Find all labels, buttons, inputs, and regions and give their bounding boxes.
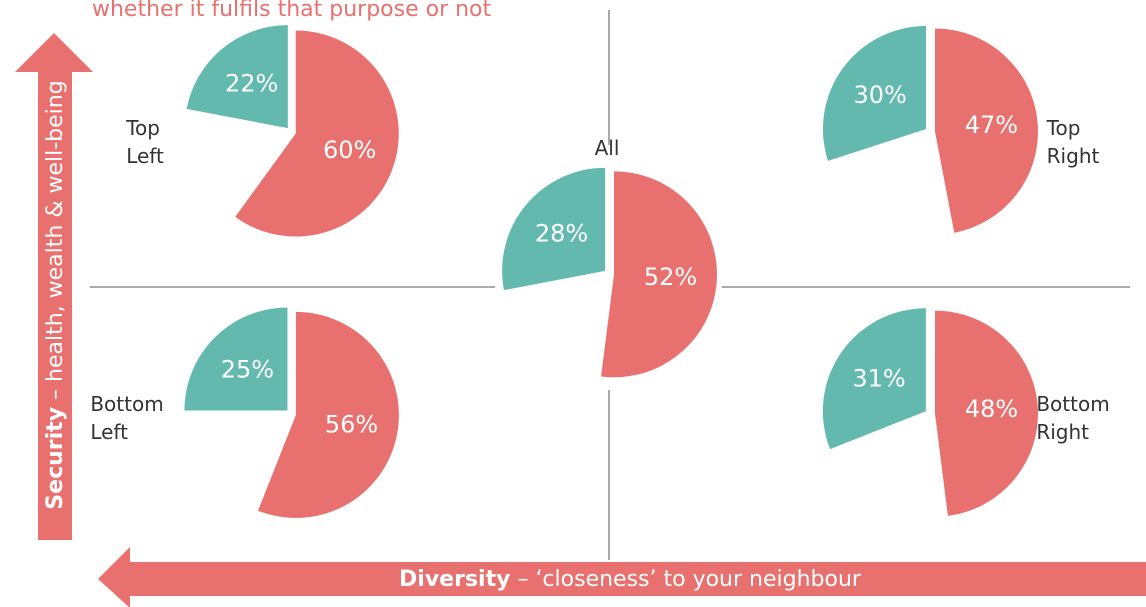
pie-title: Top Right bbox=[1046, 116, 1100, 168]
pie-slice bbox=[934, 310, 1038, 516]
value-label: 56% bbox=[325, 411, 378, 439]
x-axis-label-rest: – ‘closeness’ to your neighbour bbox=[510, 567, 861, 592]
pie-slice bbox=[822, 308, 926, 450]
pie-title: Top Left bbox=[126, 116, 164, 168]
value-label: 30% bbox=[853, 81, 906, 109]
pie-slice bbox=[184, 307, 288, 411]
y-arrow bbox=[15, 33, 93, 540]
pie-slice bbox=[235, 30, 399, 237]
pie-slice bbox=[822, 26, 926, 161]
value-label: 60% bbox=[323, 136, 376, 164]
pie-title: All bbox=[594, 136, 620, 160]
y-axis-label-bold: Security bbox=[43, 407, 68, 510]
pie-slice bbox=[502, 167, 606, 291]
value-label: 28% bbox=[535, 220, 588, 248]
value-label: 52% bbox=[644, 263, 697, 291]
pie-title: Bottom Right bbox=[1036, 392, 1110, 444]
subtitle: whether it fulfils that purpose or not bbox=[92, 0, 492, 22]
value-label: 22% bbox=[225, 69, 278, 97]
pie-slice bbox=[257, 311, 399, 518]
x-arrow bbox=[98, 547, 1146, 607]
value-label: 25% bbox=[221, 355, 274, 383]
pie-title: Bottom Left bbox=[90, 392, 164, 444]
y-axis-label-rest: – health, wealth & well-being bbox=[43, 80, 68, 407]
x-axis-label-bold: Diversity bbox=[399, 567, 510, 592]
value-label: 31% bbox=[852, 364, 905, 392]
pie-slice bbox=[186, 25, 288, 129]
value-label: 48% bbox=[965, 395, 1018, 423]
y-axis-label: Security – health, wealth & well-being bbox=[43, 80, 68, 509]
value-label: 47% bbox=[965, 111, 1018, 139]
pie-slice bbox=[934, 28, 1038, 233]
pie-slice bbox=[601, 171, 717, 378]
x-axis-label: Diversity – ‘closeness’ to your neighbou… bbox=[399, 567, 862, 592]
